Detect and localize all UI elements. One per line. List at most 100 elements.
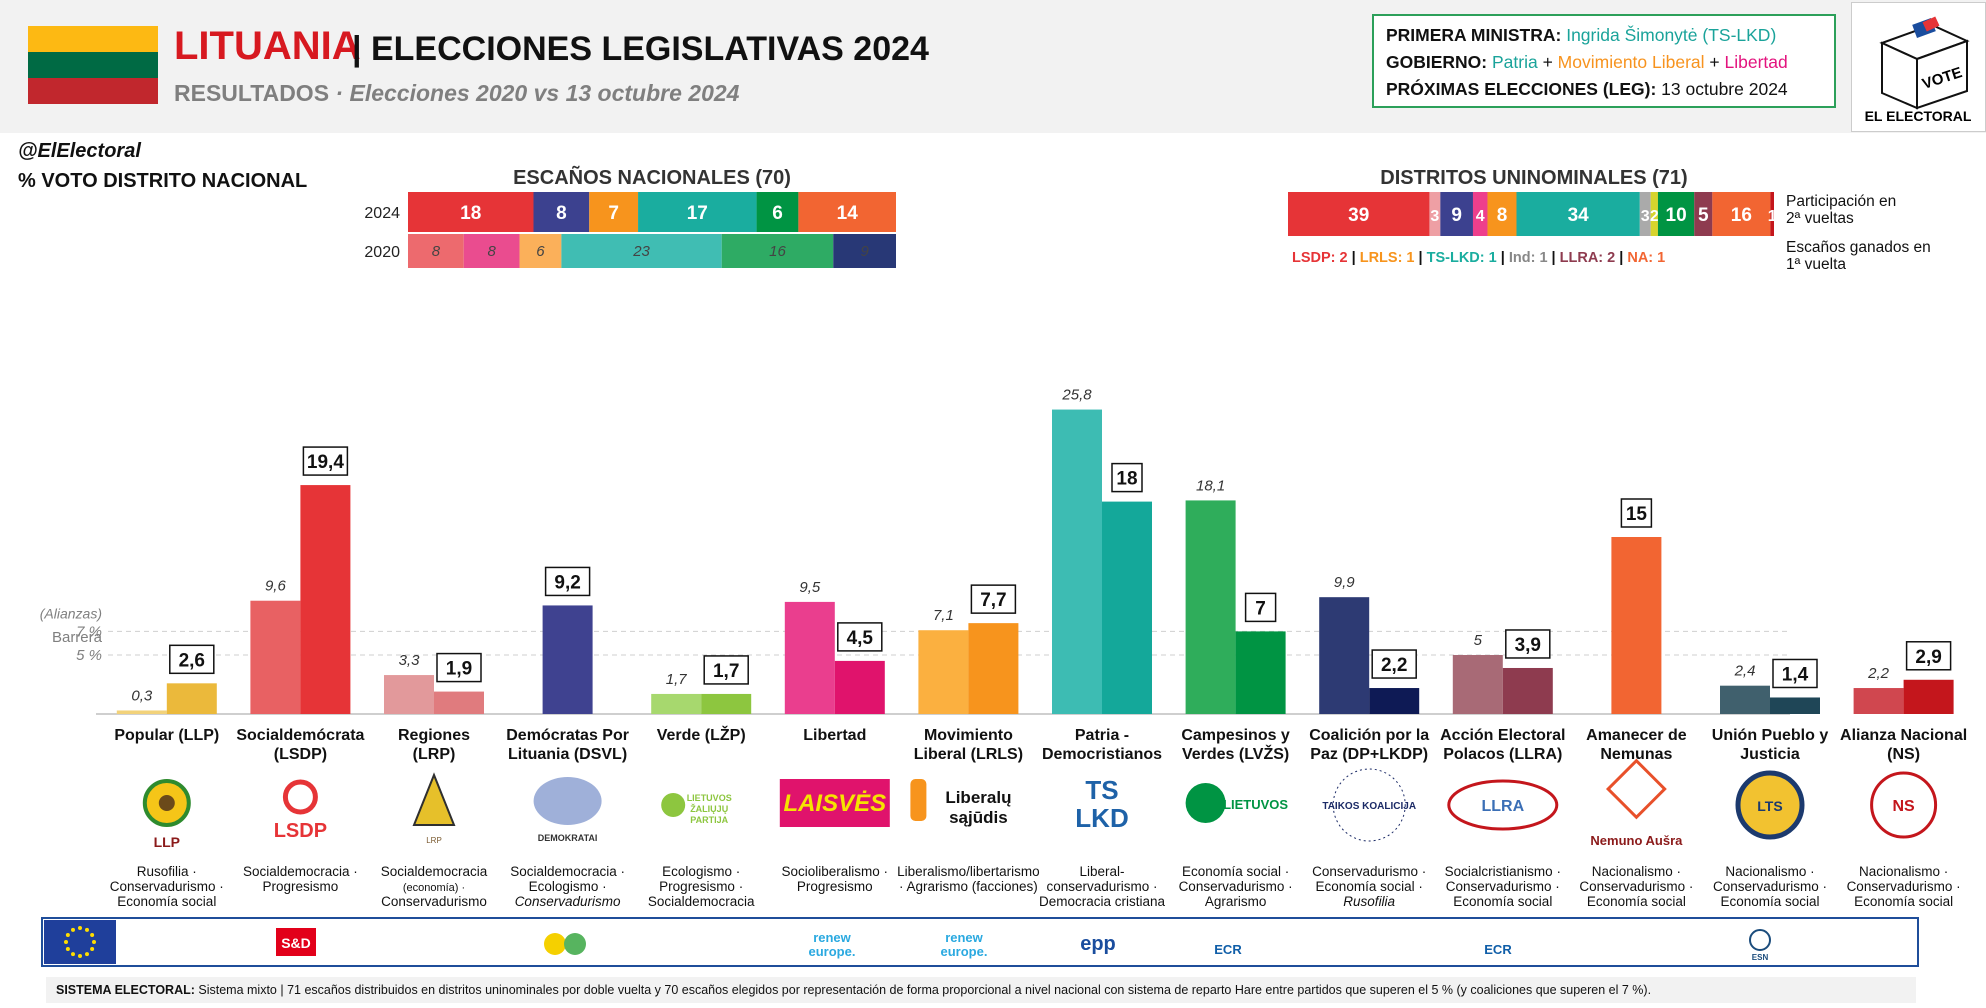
bar-2024-label-box bbox=[1371, 649, 1417, 679]
separator: | bbox=[1615, 250, 1627, 266]
uninominal-segment-label: 3 bbox=[1430, 208, 1439, 225]
bar-2024 bbox=[434, 691, 484, 714]
bar-2020-label: 7,1 bbox=[933, 607, 954, 624]
logo-text: ŽALIŲJŲ bbox=[690, 803, 728, 814]
logo-text: Nemuno Aušra bbox=[1590, 833, 1683, 848]
gov-line: GOBIERNO: Patria + Movimiento Liberal + … bbox=[1386, 52, 1788, 72]
uninominal-segment-label: 5 bbox=[1698, 205, 1709, 226]
party-ideology: Economía social · bbox=[1316, 879, 1423, 894]
threshold-label: Barrera bbox=[52, 629, 103, 646]
map-icon bbox=[533, 777, 602, 825]
country-name: LITUANIA bbox=[174, 24, 361, 68]
uninominal-segment-label: 9 bbox=[1451, 205, 1462, 226]
party-ideology: Conservadurismo bbox=[515, 894, 621, 909]
greens-circle-icon bbox=[564, 933, 586, 955]
seats-segment bbox=[833, 234, 896, 268]
party-name: Verdes (LVŽS) bbox=[1182, 744, 1289, 763]
seats-segment-label: 8 bbox=[556, 203, 567, 224]
eu-star bbox=[90, 933, 95, 937]
party-name: Paz (DP+LKDP) bbox=[1310, 746, 1428, 763]
party-name: Campesinos y bbox=[1181, 727, 1290, 744]
separator: | bbox=[1415, 250, 1427, 266]
greens-sunflower-icon bbox=[544, 933, 566, 955]
bar-2024-label: 15 bbox=[1626, 504, 1648, 525]
bar-2024 bbox=[1502, 667, 1553, 714]
uninominal-segment-label: 1 bbox=[1768, 208, 1777, 225]
bar-2024 bbox=[834, 660, 885, 714]
party-ideology: Socialcristianismo · bbox=[1445, 864, 1561, 879]
bar-2024 bbox=[1369, 688, 1420, 714]
party-name: Coalición por la bbox=[1309, 727, 1429, 744]
party-ideology: Economía social bbox=[117, 894, 216, 909]
party-ideology: Liberal- bbox=[1079, 864, 1124, 879]
separator: | bbox=[1497, 250, 1509, 266]
uninominal-segment bbox=[1487, 192, 1517, 236]
party-name: Amanecer de bbox=[1586, 727, 1687, 744]
seats-segment-label: 17 bbox=[687, 203, 708, 224]
bar-2024-label-box bbox=[1505, 629, 1551, 659]
party-logo-icon: LLRA bbox=[1447, 779, 1559, 831]
first-round-wins: LSDP: 2 | LRLS: 1 | TS-LKD: 1 | Ind: 1 |… bbox=[1292, 250, 1665, 266]
logo-text: NS bbox=[1892, 798, 1915, 815]
eu-group-logo: ECR bbox=[1214, 942, 1242, 957]
bar-2020 bbox=[1720, 685, 1770, 714]
logo-text: LLP bbox=[154, 834, 180, 850]
seats-segment bbox=[638, 192, 757, 232]
next-line: PRÓXIMAS ELECCIONES (LEG): 13 octubre 20… bbox=[1386, 76, 1822, 103]
bar-2024 bbox=[1770, 697, 1820, 714]
seats-segment bbox=[519, 234, 562, 268]
bar-2024-label: 1,7 bbox=[713, 661, 739, 682]
logo-text: sąjūdis bbox=[949, 808, 1008, 827]
bar-2020-label: 2,4 bbox=[1734, 663, 1756, 680]
bar-2024-label: 7,7 bbox=[980, 590, 1006, 611]
party-ideology: Nacionalismo · bbox=[1592, 864, 1681, 879]
seats-segment-label: 6 bbox=[772, 203, 783, 224]
bar-2024-label-box bbox=[544, 566, 591, 597]
first-round-item: TS-LKD: 1 bbox=[1427, 250, 1497, 266]
eu-group-logo: S&D bbox=[281, 935, 311, 951]
bar-2024 bbox=[968, 623, 1019, 714]
logo-text: LSDP bbox=[274, 820, 327, 842]
party-ideology: (economía) · bbox=[403, 882, 465, 894]
party-ideology: Economía social bbox=[1587, 894, 1686, 909]
system-label: SISTEMA ELECTORAL: bbox=[56, 983, 195, 997]
uninominal-segment-label: 3 bbox=[1641, 208, 1650, 225]
uninominal-segment bbox=[1429, 192, 1441, 236]
bar-2020-label: 18,1 bbox=[1196, 477, 1225, 494]
threshold-label: (Alianzas) bbox=[40, 605, 102, 621]
party-name: Popular (LLP) bbox=[114, 727, 219, 744]
party-ideology: Socialdemocracia · bbox=[510, 864, 625, 879]
party-ideology: Nacionalismo · bbox=[1725, 864, 1814, 879]
eu-group-logo: renew bbox=[813, 930, 851, 945]
sd-logo-box bbox=[276, 928, 316, 956]
uninominal-segment bbox=[1657, 192, 1695, 236]
separator: | bbox=[1348, 250, 1360, 266]
seats-segment-label: 7 bbox=[608, 203, 619, 224]
bar-2020 bbox=[1853, 688, 1904, 714]
runoff-note: 2ª vueltas bbox=[1786, 210, 1854, 227]
party-ideology: Ecologismo · bbox=[529, 879, 607, 894]
eu-group-logo: europe. bbox=[941, 944, 988, 959]
uninominal-segment bbox=[1288, 192, 1430, 236]
bar-2024-label-box bbox=[703, 655, 749, 685]
party-ideology: Conservadurismo · bbox=[1847, 879, 1961, 894]
bar-2024-label: 3,9 bbox=[1515, 635, 1541, 656]
eu-star bbox=[71, 927, 75, 932]
bar-2020 bbox=[784, 601, 835, 714]
laisves-box bbox=[779, 779, 890, 827]
next-label: PRÓXIMAS ELECCIONES (LEG): bbox=[1386, 79, 1657, 99]
national-seats-title: ESCAÑOS NACIONALES (70) bbox=[513, 166, 791, 189]
separator: | bbox=[1548, 250, 1560, 266]
eu-star bbox=[65, 947, 70, 951]
bar-2020-label: 9,6 bbox=[265, 578, 287, 595]
bar-2024 bbox=[1102, 501, 1152, 714]
party-ideology: conservadurismo · bbox=[1046, 879, 1157, 894]
party-ideology: Progresismo bbox=[797, 879, 873, 894]
party-logo-icon: LTS bbox=[1735, 770, 1805, 840]
party-ideology: Agrarismo bbox=[1205, 894, 1267, 909]
bar-2024-label: 1,4 bbox=[1782, 664, 1809, 685]
